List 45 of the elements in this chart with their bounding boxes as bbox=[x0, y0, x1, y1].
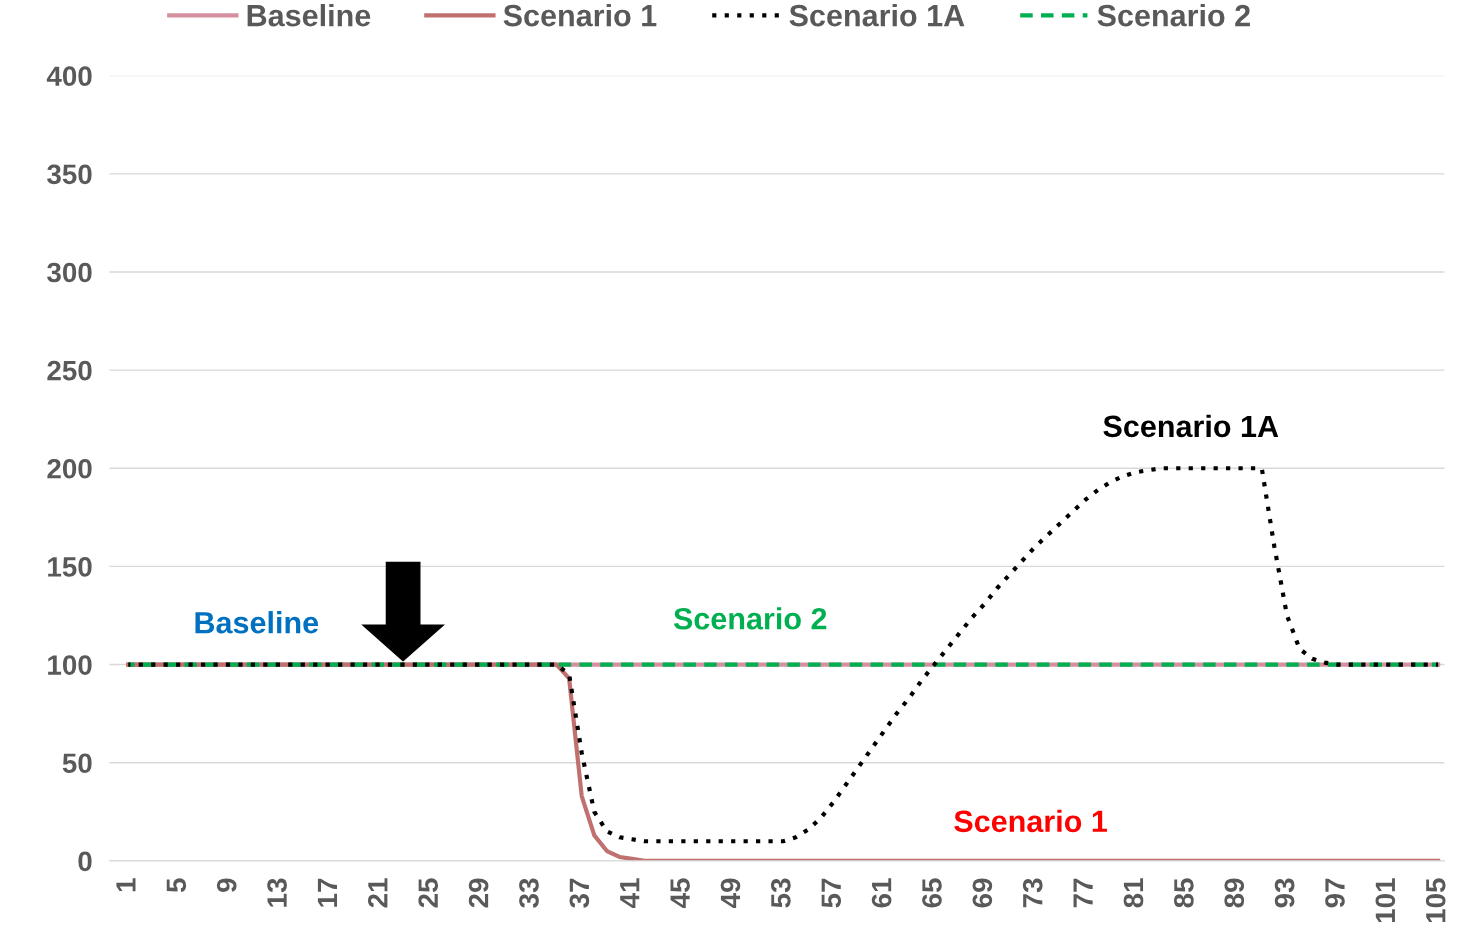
y-tick-label: 150 bbox=[48, 557, 92, 577]
y-tick-label: 200 bbox=[47, 458, 92, 479]
annotation: Scenario 2 bbox=[673, 607, 827, 630]
x-tick-label: 57 bbox=[821, 878, 842, 908]
y-tick-label: 0 bbox=[78, 851, 92, 872]
y-tick-label: 50 bbox=[62, 753, 92, 774]
x-tick-label: 17 bbox=[317, 878, 338, 907]
x-tick-label: 37 bbox=[569, 878, 590, 908]
x-tick-label: 53 bbox=[771, 878, 791, 908]
x-tick-label: 25 bbox=[418, 878, 439, 908]
x-tick-label: 105 bbox=[1425, 878, 1446, 923]
x-tick-label: 5 bbox=[166, 878, 187, 893]
line-series bbox=[126, 466, 1441, 844]
annotation: Scenario 1A bbox=[1103, 414, 1279, 438]
legend-label: Scenario 1 bbox=[503, 3, 657, 27]
y-tick-label: 100 bbox=[48, 655, 92, 675]
legend-label: Baseline bbox=[247, 3, 371, 27]
x-tick-label: 81 bbox=[1123, 878, 1144, 908]
x-tick-label: 77 bbox=[1073, 878, 1093, 908]
x-tick-label: 49 bbox=[720, 878, 741, 908]
annotation: Baseline bbox=[195, 611, 319, 634]
x-tick-label: 101 bbox=[1375, 878, 1396, 923]
x-tick-label: 33 bbox=[519, 878, 539, 908]
x-tick-label: 85 bbox=[1174, 878, 1194, 908]
y-tick-label: 250 bbox=[47, 360, 92, 381]
y-tick-label: 350 bbox=[47, 164, 92, 185]
x-tick-label: 97 bbox=[1325, 878, 1345, 908]
x-tick-label: 1 bbox=[116, 878, 136, 892]
x-tick-label: 65 bbox=[922, 878, 942, 908]
annotation: Scenario 1 bbox=[954, 809, 1107, 833]
y-tick-label: 300 bbox=[47, 262, 92, 283]
x-tick-label: 13 bbox=[267, 878, 287, 907]
y-tick-label: 400 bbox=[46, 66, 92, 87]
x-tick-label: 93 bbox=[1274, 878, 1295, 908]
x-tick-label: 9 bbox=[216, 878, 237, 893]
x-tick-label: 69 bbox=[972, 878, 993, 908]
x-tick-label: 61 bbox=[871, 878, 892, 908]
x-tick-label: 45 bbox=[670, 878, 690, 908]
x-tick-label: 21 bbox=[367, 878, 388, 908]
x-tick-label: 89 bbox=[1224, 878, 1245, 908]
x-tick-label: 73 bbox=[1022, 878, 1043, 908]
legend-label: Scenario 2 bbox=[1097, 3, 1250, 27]
x-tick-label: 29 bbox=[468, 878, 489, 908]
x-tick-label: 41 bbox=[620, 878, 640, 908]
legend-label: Scenario 1A bbox=[789, 3, 965, 27]
